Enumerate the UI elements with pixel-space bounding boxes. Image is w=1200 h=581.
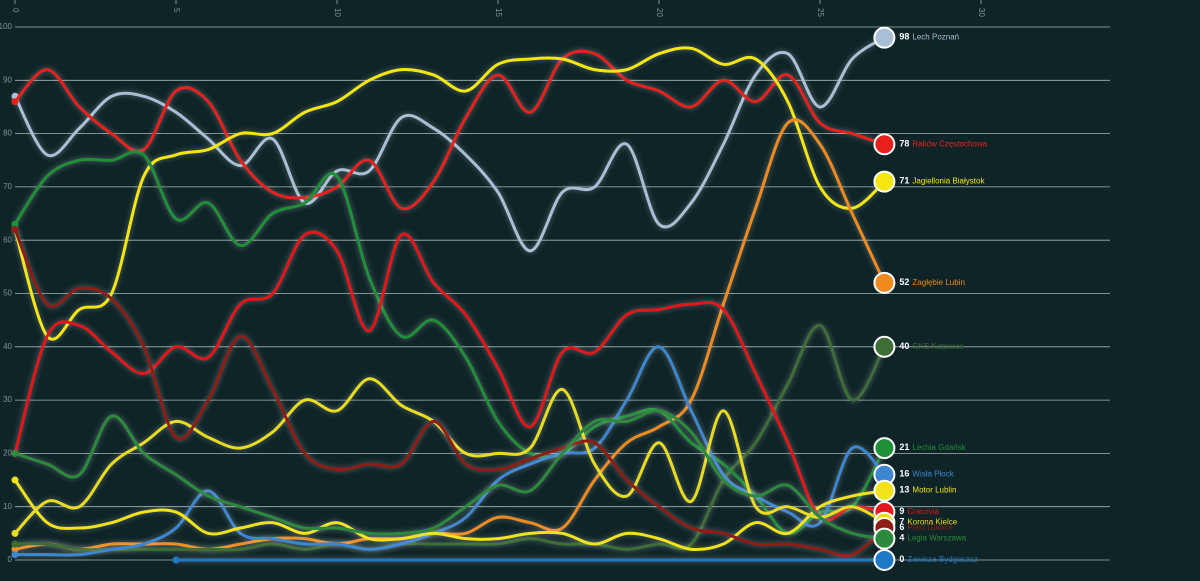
end-value: 21: [899, 442, 909, 452]
legend-entry: GKS Katowice: [912, 342, 964, 351]
team-badge: [873, 170, 896, 193]
legend-entry: Wisła Płock: [912, 470, 954, 479]
end-value: 40: [899, 341, 909, 351]
team-badge: [873, 133, 896, 156]
series-line: [13, 345, 886, 557]
end-label: 13 Motor Lublin: [899, 485, 956, 495]
end-value: 52: [899, 277, 909, 287]
team-badge: [873, 335, 896, 358]
y-tick-label: 20: [3, 449, 12, 458]
start-dot: [172, 556, 180, 564]
y-tick-label: 60: [3, 235, 12, 244]
x-tick-label: 30: [977, 8, 986, 17]
team-badge: [873, 271, 896, 294]
start-dot: [11, 540, 19, 548]
end-label: 21 Lechia Gdańsk: [899, 442, 966, 452]
end-label: 9 Cracovia: [899, 506, 939, 516]
series-line: [13, 478, 886, 552]
end-value: 7: [899, 517, 904, 527]
y-tick-label: 10: [3, 502, 12, 511]
end-value: 78: [899, 139, 909, 149]
end-label: 0 Zawisza Bydgoszcz: [899, 554, 977, 564]
end-label: 52 Zagłębie Lubin: [899, 277, 965, 287]
x-tick-label: 5: [172, 8, 181, 13]
x-tick-label: 25: [816, 8, 825, 17]
end-label: 16 Wisła Płock: [899, 469, 954, 479]
end-label: 4 Legia Warszawa: [899, 533, 966, 543]
end-value: 0: [899, 554, 904, 564]
end-label: 7 Korona Kielce: [899, 517, 957, 527]
team-badge: [873, 26, 896, 49]
start-dot: [11, 545, 19, 553]
start-dot: [11, 476, 19, 484]
legend-entry: Motor Lublin: [912, 486, 956, 495]
start-dot: [11, 529, 19, 537]
end-label: 6 Piast Gliwice: [899, 522, 953, 532]
legend-entry: Lechia Gdańsk: [912, 443, 966, 452]
legend-entry: Cracovia: [907, 507, 939, 516]
end-value: 16: [899, 469, 909, 479]
team-badge: [873, 437, 896, 460]
start-dot: [11, 551, 19, 559]
x-tick-label: 0: [11, 8, 20, 13]
start-dot: [11, 98, 19, 106]
y-tick-label: 70: [3, 182, 12, 191]
legend-entry: Zagłębie Lubin: [912, 278, 964, 287]
series-line: [13, 150, 886, 535]
series-line: [13, 118, 886, 551]
series-line: [13, 46, 886, 341]
y-tick-label: 90: [3, 75, 12, 84]
legend-entry: Korona Kielce: [907, 518, 957, 527]
y-tick-label: 80: [3, 129, 12, 138]
legend-entry: Piast Gliwice: [907, 523, 953, 532]
team-badge: [873, 549, 896, 571]
y-tick-label: 100: [0, 22, 13, 31]
end-value: 9: [899, 506, 904, 516]
team-badge: [873, 527, 896, 550]
end-label: 98 Lech Poznań: [899, 32, 959, 42]
end-label: 71 Jagiellonia Białystok: [899, 176, 985, 186]
y-tick-label: 30: [3, 395, 12, 404]
end-value: 98: [899, 32, 909, 42]
end-value: 6: [899, 522, 904, 532]
start-dot: [11, 449, 19, 457]
end-value: 13: [899, 485, 909, 495]
start-dot: [11, 220, 19, 228]
legend-entry: Lech Poznań: [912, 33, 959, 42]
end-label: 40 GKS Katowice: [899, 341, 964, 351]
y-tick-label: 0: [8, 555, 13, 564]
team-badge: [873, 479, 896, 502]
x-tick-label: 10: [333, 8, 342, 17]
x-tick-label: 15: [494, 8, 503, 17]
legend-entry: Raków Częstochowa: [912, 139, 987, 148]
y-tick-label: 50: [3, 289, 12, 298]
series-line: [13, 230, 886, 522]
series-line: [13, 409, 886, 541]
legend-entry: Jagiellonia Białystok: [912, 177, 985, 186]
y-tick-label: 40: [3, 342, 12, 351]
end-value: 4: [899, 533, 904, 543]
legend-entry: Legia Warszawa: [907, 534, 966, 543]
series-line: [13, 36, 886, 253]
end-label: 78 Raków Częstochowa: [899, 139, 987, 149]
series-line: [13, 49, 886, 211]
legend-entry: Zawisza Bydgoszcz: [907, 555, 977, 564]
end-value: 71: [899, 176, 909, 186]
start-dot: [11, 226, 19, 234]
series-line: [13, 228, 886, 558]
x-tick-label: 20: [655, 8, 664, 17]
series-line: [13, 323, 886, 552]
